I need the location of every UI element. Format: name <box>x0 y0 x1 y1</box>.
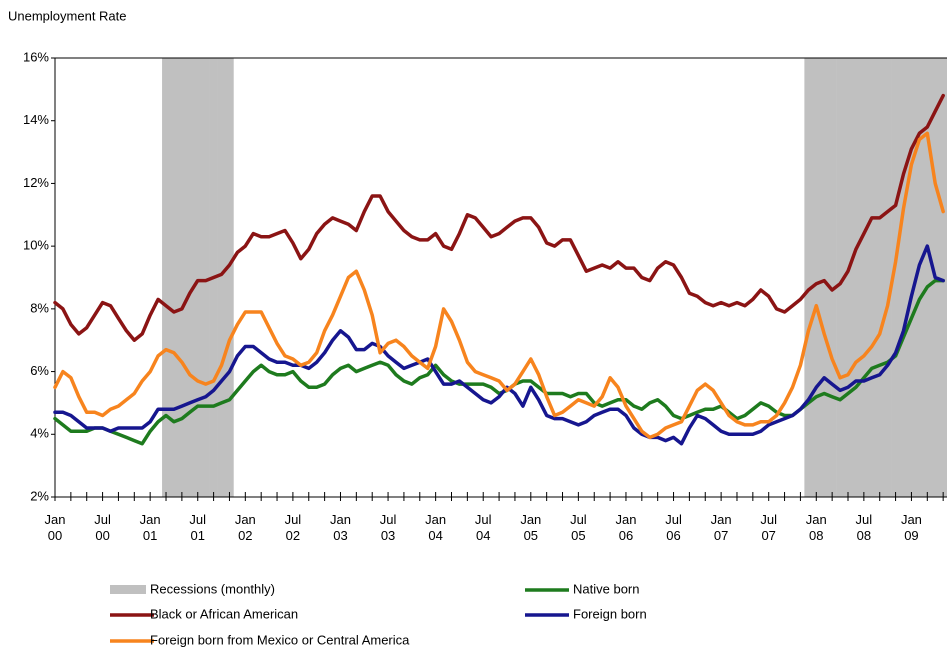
y-tick-label: 14% <box>23 112 49 127</box>
x-tick-label: Jan 09 <box>900 512 922 543</box>
recession-month <box>185 58 195 497</box>
x-tick-label: Jan 04 <box>425 512 447 543</box>
x-tick-label: Jul 03 <box>379 512 397 543</box>
recession-month <box>939 58 947 497</box>
recession-month <box>225 58 234 497</box>
x-tick-label: Jan 00 <box>44 512 66 543</box>
x-tick-label: Jan 01 <box>139 512 161 543</box>
legend-label: Native born <box>573 581 639 596</box>
recession-month <box>907 58 916 497</box>
legend-label: Black or African American <box>150 606 298 621</box>
recession-month <box>923 58 932 497</box>
recession-month <box>193 58 203 497</box>
x-tick-label: Jan 07 <box>710 512 732 543</box>
recession-month <box>820 58 829 497</box>
recession-month <box>812 58 821 497</box>
y-tick-label: 4% <box>30 426 49 441</box>
recession-month <box>836 58 845 497</box>
x-tick-label: Jan 03 <box>329 512 351 543</box>
recession-month <box>859 58 869 497</box>
legend-swatch <box>110 585 146 594</box>
recession-month <box>899 58 908 497</box>
recession-month <box>867 58 877 497</box>
recession-month <box>804 58 813 497</box>
chart-title: Unemployment Rate <box>8 8 127 23</box>
y-tick-label: 8% <box>30 300 49 315</box>
x-tick-label: Jul 01 <box>189 512 207 543</box>
series-line <box>53 131 945 440</box>
recession-month <box>217 58 226 497</box>
recession-month <box>844 58 853 497</box>
x-tick-label: Jul 05 <box>570 512 587 543</box>
x-tick-label: Jul 08 <box>855 512 873 543</box>
x-tick-label: Jul 04 <box>474 512 492 543</box>
recession-month <box>915 58 924 497</box>
x-tick-label: Jan 05 <box>520 512 542 543</box>
recession-month <box>883 58 892 497</box>
x-tick-label: Jul 00 <box>94 512 111 543</box>
x-tick-label: Jan 08 <box>805 512 827 543</box>
y-tick-label: 2% <box>30 488 49 503</box>
x-tick-label: Jul 02 <box>284 512 302 543</box>
x-tick-label: Jan 06 <box>615 512 637 543</box>
series-line <box>53 244 945 446</box>
legend-label: Recessions (monthly) <box>150 581 275 596</box>
recession-month <box>169 58 179 497</box>
y-tick-label: 16% <box>23 49 49 64</box>
y-tick-label: 6% <box>30 363 49 378</box>
recession-month <box>891 58 900 497</box>
y-tick-label: 12% <box>23 175 49 190</box>
recession-month <box>162 58 171 497</box>
series-line <box>53 93 945 342</box>
x-tick-label: Jul 06 <box>665 512 682 543</box>
legend-label: Foreign born from Mexico or Central Amer… <box>150 632 410 647</box>
x-tick-label: Jan 02 <box>234 512 256 543</box>
legend-label: Foreign born <box>573 606 647 621</box>
recession-month <box>177 58 187 497</box>
recession-month <box>828 58 837 497</box>
x-tick-label: Jul 07 <box>760 512 777 543</box>
recession-month <box>201 58 210 497</box>
recession-month <box>875 58 884 497</box>
recession-month <box>851 58 861 497</box>
y-tick-label: 10% <box>23 238 49 253</box>
